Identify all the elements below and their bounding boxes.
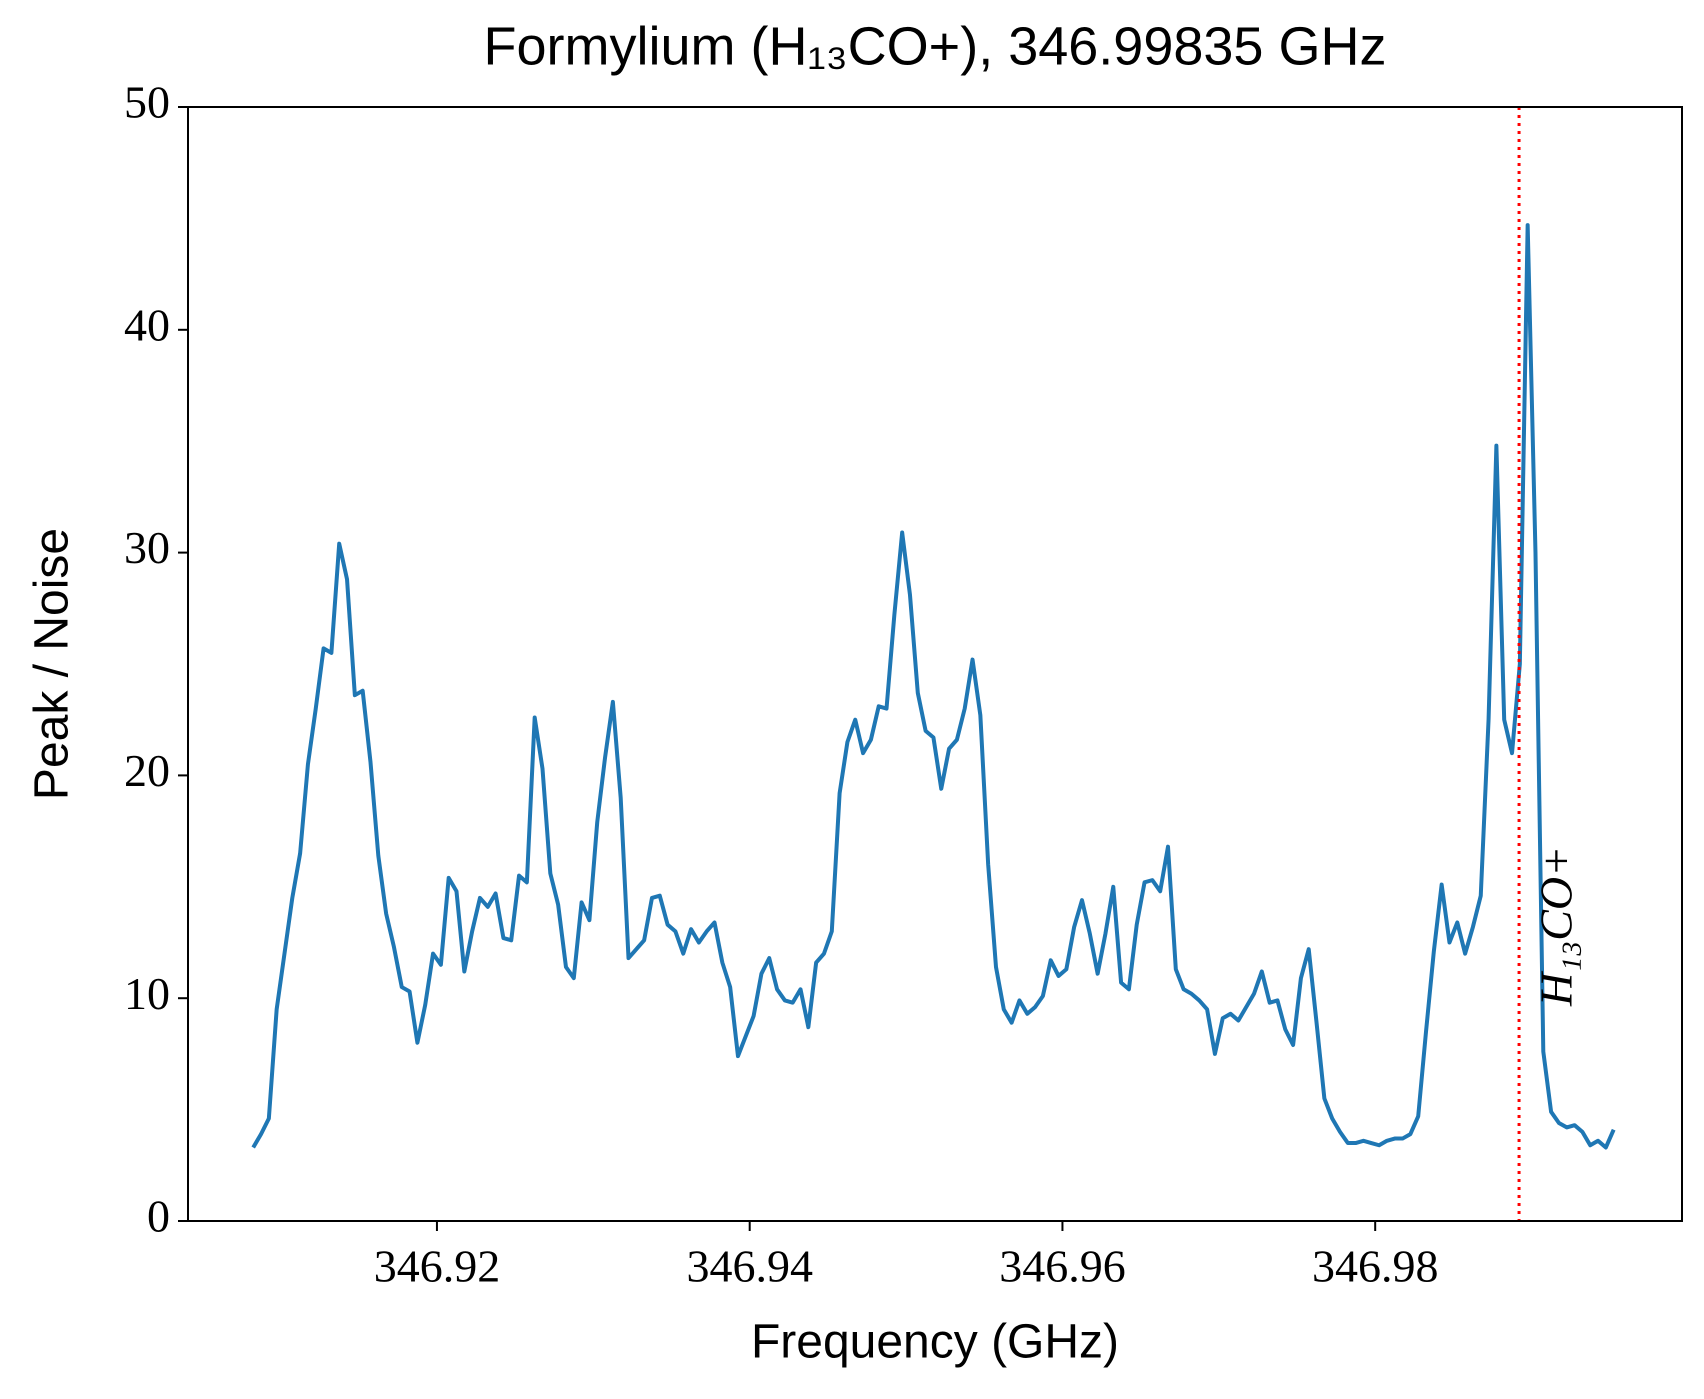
y-tick-label: 10 — [124, 968, 170, 1019]
x-tick-label: 346.92 — [374, 1241, 501, 1292]
annotation-label: H₁₃CO+ — [1531, 846, 1582, 1007]
y-tick-label: 30 — [124, 522, 170, 573]
x-tick-label: 346.94 — [686, 1241, 813, 1292]
x-tick-label: 346.98 — [1312, 1241, 1439, 1292]
data-line — [251, 223, 1616, 1150]
y-tick-label: 50 — [124, 77, 170, 128]
y-axis-label: Peak / Noise — [26, 528, 79, 800]
plot-frame — [187, 106, 1683, 1222]
y-tick-label: 40 — [124, 299, 170, 350]
chart-title: Formylium (H₁₃CO+), 346.99835 GHz — [484, 16, 1387, 76]
x-axis-label: Frequency (GHz) — [751, 1316, 1119, 1369]
x-tick-label: 346.96 — [999, 1241, 1126, 1292]
y-tick-label: 0 — [147, 1191, 170, 1242]
y-tick-label: 20 — [124, 745, 170, 796]
